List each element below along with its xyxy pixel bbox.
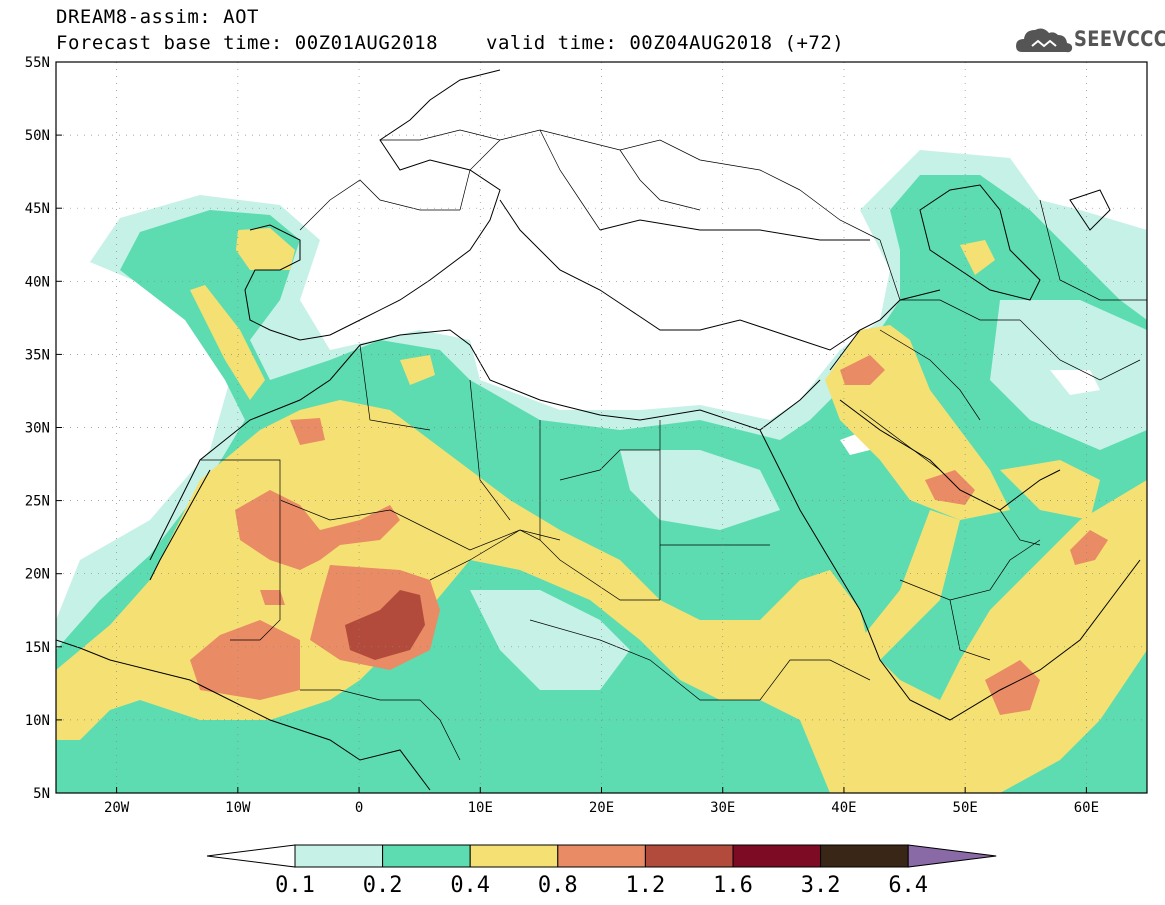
aot-fields (56, 69, 1147, 793)
lon-tick-label: 30E (710, 800, 735, 816)
lat-tick-label: 25N (25, 494, 50, 510)
lat-tick-label: 5N (33, 786, 50, 802)
lat-tick-label: 30N (25, 421, 50, 437)
logo-text: SEEVCCC (1074, 27, 1165, 51)
valid-time-label: valid time: 00Z04AUG2018 (+72) (486, 32, 845, 54)
lon-tick-label: 10E (468, 800, 493, 816)
lat-tick-label: 35N (25, 347, 50, 363)
country-borders (200, 129, 1147, 761)
lat-tick-label: 20N (25, 567, 50, 583)
base-time-label: Forecast base time: 00Z01AUG2018 (56, 32, 439, 54)
aot-level-1.2 (345, 590, 425, 660)
lon-tick-label: 40E (831, 800, 856, 816)
map-title: DREAM8-assim: AOT (56, 6, 259, 28)
lon-tick-label: 60E (1074, 800, 1099, 816)
lat-tick-label: 45N (25, 201, 50, 217)
grid-and-frame (56, 61, 1147, 794)
tick-labels: 55N 50N 45N 40N 35N 30N 25N 20N 15N 10N 5N 20W 10W 0 1… (25, 55, 1099, 816)
lon-tick-label: 10W (225, 800, 251, 816)
lat-tick-label: 15N (25, 640, 50, 656)
lat-tick-label: 10N (25, 713, 50, 729)
lat-tick-label: 40N (25, 274, 50, 290)
map-subtitle: Forecast base time: 00Z01AUG2018 valid ti… (56, 32, 844, 54)
lat-tick-label: 55N (25, 55, 50, 71)
lon-tick-label: 0 (355, 800, 363, 816)
lon-tick-label: 50E (953, 800, 978, 816)
lon-tick-label: 20W (104, 800, 130, 816)
lon-tick-label: 20E (589, 800, 614, 816)
map-frame (55, 61, 1148, 794)
cloud-logo-icon (1016, 28, 1073, 53)
lat-tick-label: 50N (25, 128, 50, 144)
